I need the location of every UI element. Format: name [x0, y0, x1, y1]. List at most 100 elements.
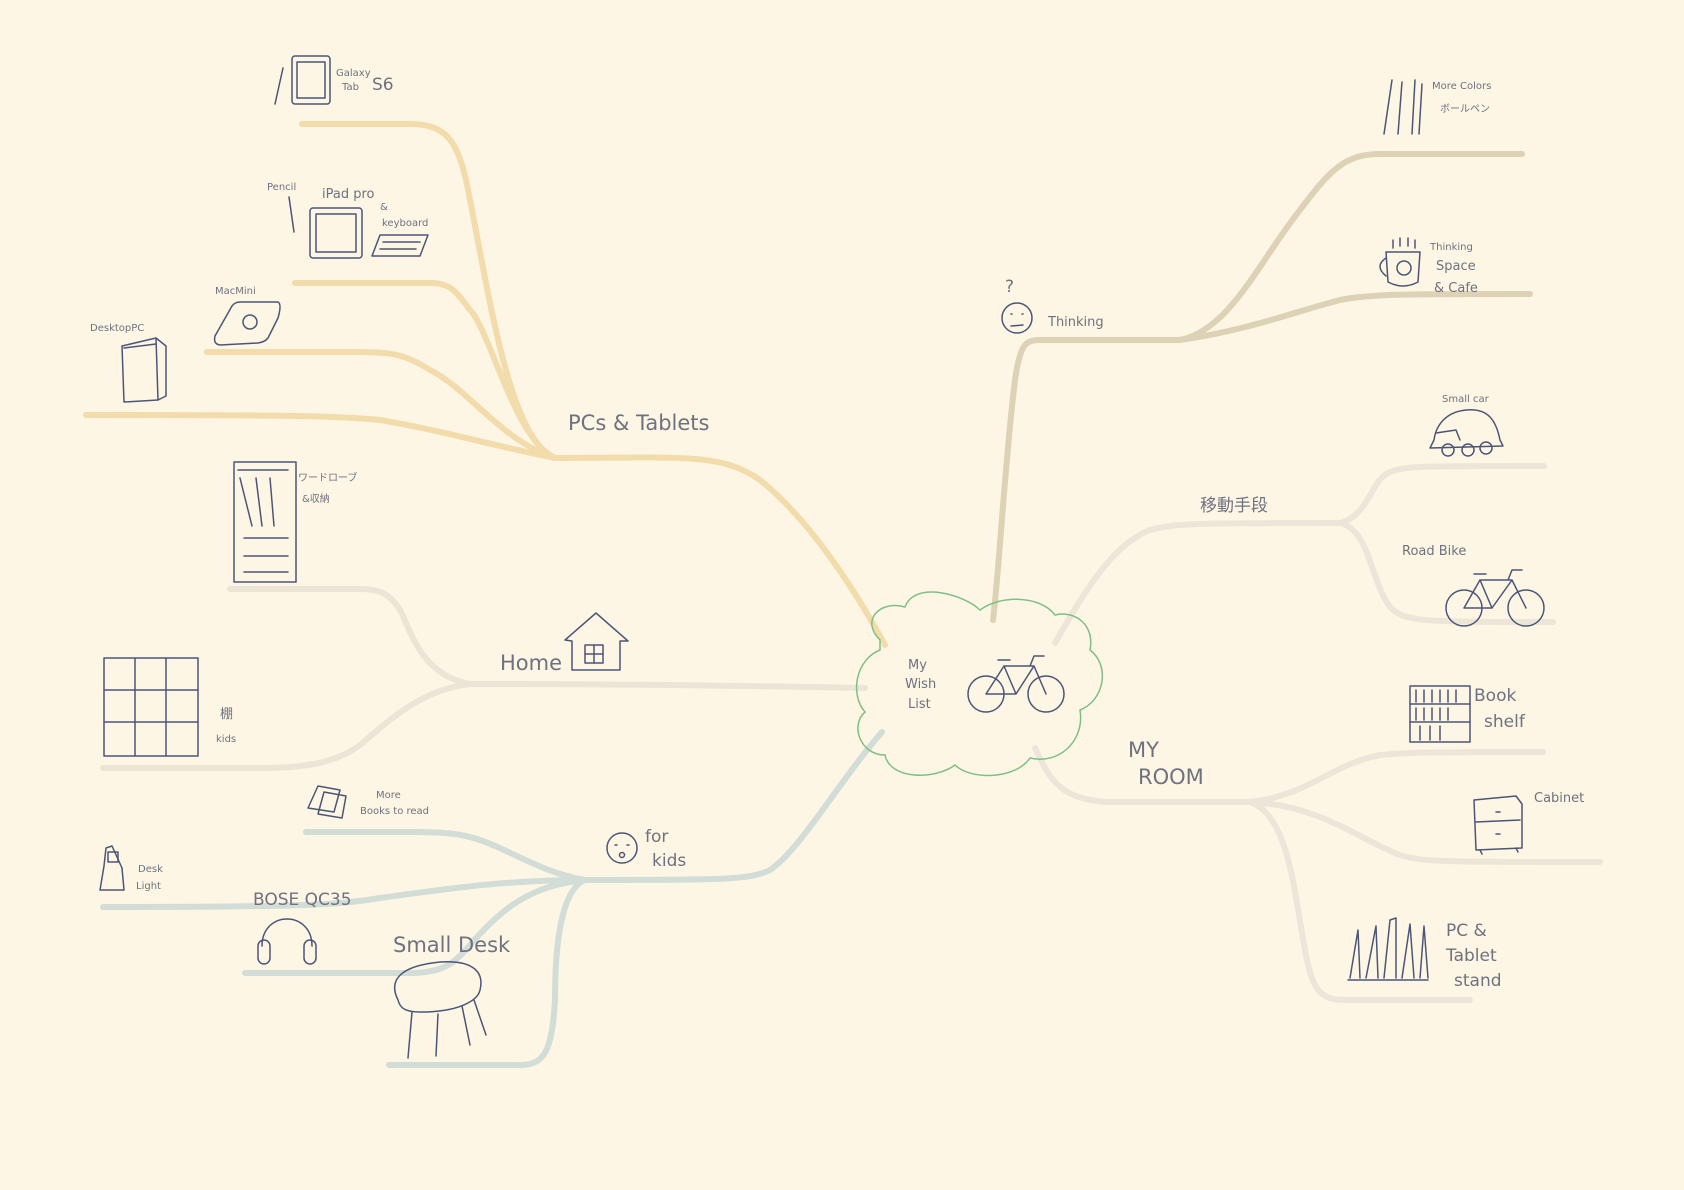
branch-line-home-main	[467, 681, 868, 691]
bookshelf-line2: shelf	[1484, 712, 1526, 732]
road-bike-label: Road Bike	[1402, 544, 1466, 559]
car-icon	[1429, 409, 1504, 457]
center-title-line1: My	[908, 658, 927, 673]
center-node: My Wish List	[855, 591, 1104, 777]
ipad-and-label: &	[380, 202, 388, 213]
shelf-label-line2: kids	[216, 734, 236, 745]
node-more-colors: More Colors ボールペン	[1383, 79, 1491, 135]
wardrobe-label-line1: ワードローブ	[298, 471, 357, 484]
pc-tablet-stand-line2: Tablet	[1445, 946, 1497, 966]
coffee-cup-icon	[1379, 237, 1421, 287]
smiley-icon	[606, 832, 638, 864]
pens-icon	[1383, 79, 1423, 135]
ipad-pro-label: iPad pro	[322, 187, 375, 202]
branch-line-cabinet	[1247, 799, 1603, 865]
shelf-icon	[103, 657, 199, 757]
branch-line-pc-tablet-stand	[1247, 799, 1473, 1003]
desk-light-line2: Light	[136, 881, 161, 892]
branch-line-bose	[242, 877, 588, 976]
center-title-line2: Wish	[905, 677, 936, 692]
small-desk-icon	[393, 961, 487, 1059]
small-car-label: Small car	[1442, 394, 1490, 405]
keyboard-icon	[371, 234, 429, 257]
pc-tablet-stand-icon	[1347, 917, 1429, 981]
pc-tablet-stand-line1: PC &	[1446, 921, 1487, 941]
road-bike-icon	[1445, 569, 1545, 627]
house-icon	[564, 612, 629, 671]
branch-line-more-books	[303, 829, 588, 883]
branch-line-desktop-pc	[83, 412, 558, 461]
ipad-icon	[309, 207, 363, 259]
branch-home	[100, 586, 868, 771]
node-galaxy-tab: Galaxy Tab S6	[274, 55, 394, 105]
desktop-pc-icon	[121, 337, 167, 403]
more-colors-line1: More Colors	[1432, 81, 1491, 92]
thinking-question-mark: ?	[1005, 277, 1014, 297]
branch-line-thinking-main	[990, 337, 1183, 623]
tablet-icon	[274, 55, 331, 105]
galaxy-tab-line1: Galaxy	[336, 68, 371, 79]
branch-line-wardrobe	[227, 586, 473, 687]
branch-label-for-kids-line1: for	[645, 827, 668, 847]
headphones-icon	[257, 918, 317, 965]
books-icon	[307, 785, 347, 819]
branch-my-room	[1032, 745, 1603, 1003]
thinking-cafe-line2: Space	[1436, 259, 1476, 274]
node-desk-light: Desk Light	[99, 845, 163, 892]
node-small-car: Small car	[1429, 394, 1504, 457]
center-cloud-outline	[855, 591, 1104, 777]
node-thinking-cafe: Thinking Space & Cafe	[1379, 237, 1478, 296]
node-pc-tablet-stand: PC & Tablet stand	[1347, 917, 1502, 991]
node-bookshelf: Book shelf	[1409, 685, 1526, 743]
galaxy-tab-line3: S6	[372, 75, 394, 95]
branch-line-small-car	[1337, 463, 1547, 526]
wardrobe-label-line2: &収納	[302, 492, 330, 505]
branch-line-mac-mini	[204, 349, 558, 461]
branch-label-transport: 移動手段	[1200, 496, 1268, 516]
node-shelf-kids: 棚 kids	[103, 657, 236, 757]
branch-for-kids	[100, 729, 885, 1068]
node-road-bike: Road Bike	[1402, 544, 1545, 627]
more-books-line1: More	[376, 790, 401, 801]
galaxy-tab-line2: Tab	[341, 82, 359, 93]
branch-label-for-kids-line2: kids	[652, 851, 686, 871]
branch-thinking	[990, 151, 1533, 623]
thinking-cafe-line1: Thinking	[1429, 242, 1473, 253]
node-wardrobe: ワードローブ &収納	[233, 461, 357, 583]
desktop-pc-label: DesktopPC	[90, 323, 144, 334]
more-books-line2: Books to read	[360, 806, 429, 817]
ipad-keyboard-label: keyboard	[382, 218, 428, 229]
pc-tablet-stand-line3: stand	[1454, 971, 1502, 991]
cabinet-icon	[1473, 795, 1523, 855]
mac-mini-icon	[213, 301, 281, 346]
branch-line-small-desk	[386, 877, 588, 1068]
thinking-face-icon: ?	[1001, 277, 1033, 334]
branch-label-pcs-tablets: PCs & Tablets	[568, 411, 709, 435]
desk-light-icon	[99, 845, 125, 891]
more-colors-line2: ボールペン	[1440, 103, 1490, 115]
node-cabinet: Cabinet	[1473, 791, 1584, 855]
branch-line-desk-light	[100, 877, 588, 910]
bookshelf-line1: Book	[1474, 686, 1516, 706]
small-desk-label: Small Desk	[393, 933, 511, 957]
branch-line-transport-main	[1052, 520, 1343, 646]
node-more-books: More Books to read	[307, 785, 429, 819]
branch-label-my-room-line2: ROOM	[1138, 765, 1204, 789]
bicycle-icon	[967, 655, 1065, 713]
node-bose: BOSE QC35	[253, 890, 352, 965]
branch-transport	[1052, 463, 1556, 646]
center-title-line3: List	[908, 697, 931, 712]
branch-line-ipad-pro	[292, 280, 558, 461]
branch-line-road-bike	[1337, 520, 1556, 625]
branch-label-thinking: Thinking	[1047, 315, 1104, 330]
ipad-pencil-label: Pencil	[267, 182, 296, 193]
bose-label: BOSE QC35	[253, 890, 352, 910]
branch-line-thinking-cafe	[1177, 291, 1533, 343]
mac-mini-label: MacMini	[215, 286, 256, 297]
branch-pcs-tablets	[83, 121, 888, 648]
branch-label-home: Home	[500, 651, 562, 675]
shelf-label-line1: 棚	[220, 707, 233, 722]
bookshelf-icon	[1409, 685, 1471, 743]
node-desktop-pc: DesktopPC	[90, 323, 167, 403]
